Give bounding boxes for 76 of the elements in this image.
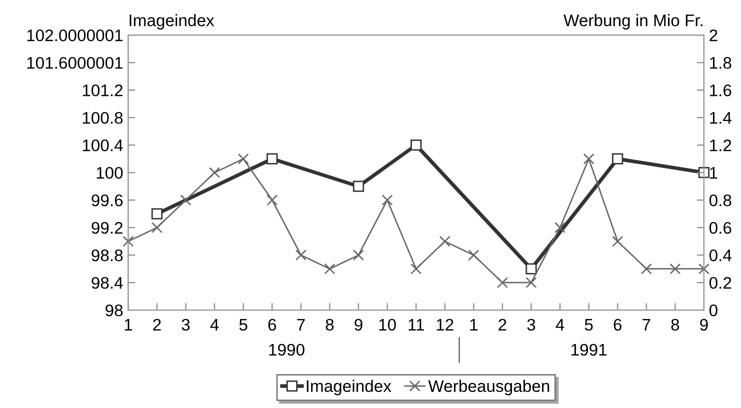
point (122, 236, 134, 247)
x-tick-label: 4 (210, 319, 219, 330)
x-tick-label: 12 (436, 318, 454, 330)
x-tick-label: 6 (614, 318, 622, 331)
x-tick-label: 3 (182, 318, 190, 331)
point (151, 208, 163, 220)
point (352, 180, 364, 192)
y-tick-label: 99.2 (92, 222, 122, 234)
y-tick-label: 101.2 (82, 84, 122, 96)
x-tick-label: 1 (124, 319, 132, 330)
x-tick-label: 9 (354, 318, 362, 331)
y2-tick-label: 1.8 (710, 56, 732, 69)
point (324, 263, 336, 274)
point (670, 263, 681, 274)
x-tick-label: 10 (379, 318, 396, 331)
y-tick-label: 101.6000001 (27, 56, 123, 69)
y2-tick-label: 1 (710, 167, 718, 179)
x-tick-label: 6 (268, 318, 276, 331)
x-tick-label: 8 (671, 318, 680, 331)
legend-label: Imageindex (306, 380, 392, 396)
point (180, 194, 192, 206)
y-tick-label: 99.6 (92, 194, 123, 206)
x-tick-label: 4 (556, 319, 564, 330)
point (583, 153, 594, 164)
y-tick-label: 100.8 (82, 112, 123, 124)
point (612, 236, 624, 247)
point (266, 153, 278, 164)
y-tick-label: 98.4 (92, 276, 123, 289)
y2-axis-title: Werbung in Mio Fr. (564, 14, 702, 30)
y-tick-label: 102.0000001 (27, 29, 123, 42)
point (151, 222, 163, 234)
y2-tick-label: 0 (709, 304, 718, 316)
point (410, 263, 422, 274)
point (468, 250, 480, 261)
point (238, 153, 249, 164)
y-tick-label: 98.8 (92, 249, 123, 262)
x-tick-label: 5 (239, 319, 248, 331)
x-tick-label: 9 (700, 318, 708, 331)
point (612, 153, 624, 164)
point (496, 277, 508, 288)
x-tick-label: 7 (297, 319, 305, 330)
point (640, 263, 652, 274)
x-tick-label: 7 (642, 319, 650, 330)
point (698, 263, 710, 274)
y2-tick-label: 1.2 (710, 139, 732, 152)
point (526, 277, 537, 288)
y2-tick-label: 0.4 (709, 249, 732, 262)
point (352, 250, 364, 261)
y2-tick-label: 2 (710, 29, 718, 42)
y-axis-title: Imageindex (130, 14, 214, 30)
y2-tick-label: 0.6 (709, 222, 732, 234)
y-tick-label: 98 (106, 304, 123, 316)
legend-label: Werbeausgaben (428, 380, 550, 396)
point (209, 167, 220, 178)
y2-tick-label: 1.6 (710, 84, 732, 96)
point (266, 194, 278, 206)
x-tick-label: 2 (153, 318, 161, 330)
y-tick-label: 100 (96, 166, 123, 179)
point (382, 194, 393, 206)
point (295, 250, 306, 261)
y2-tick-label: 0.8 (709, 194, 732, 206)
y-tick-label: 100.4 (82, 139, 123, 152)
point (410, 140, 422, 151)
point (526, 263, 537, 274)
x-tick-label: 3 (527, 318, 536, 331)
point (439, 236, 450, 247)
x-tick-label: 5 (584, 319, 593, 331)
x-tick-label: 11 (408, 319, 424, 330)
y2-tick-label: 1.4 (710, 112, 732, 124)
x-tick-label: 8 (326, 318, 334, 331)
x-tick-label: 1 (470, 319, 478, 330)
y2-tick-label: 0.2 (709, 276, 732, 289)
text: 1990 (269, 344, 304, 356)
point (554, 222, 566, 234)
x-tick-label: 2 (498, 318, 506, 330)
text: 1991 (572, 344, 607, 356)
